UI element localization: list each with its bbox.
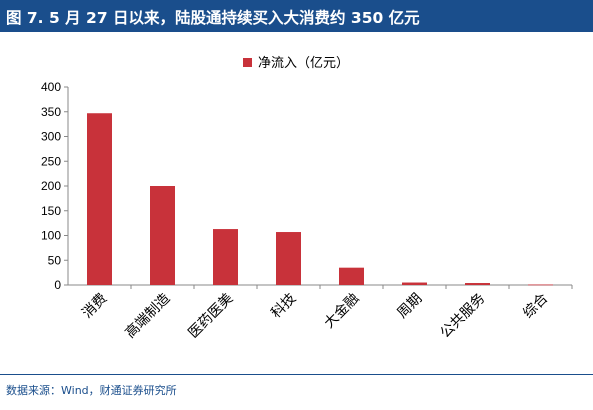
- legend-label: 净流入（亿元）: [258, 56, 349, 71]
- data-source: 数据来源：Wind，财通证券研究所: [6, 384, 177, 397]
- title-bar: 图 7. 5 月 27 日以来，陆股通持续买入大消费约 350 亿元: [0, 0, 593, 32]
- y-tick-label: 400: [41, 80, 61, 94]
- x-category-label: 消费: [79, 291, 110, 322]
- x-category-label: 大金融: [321, 291, 362, 332]
- y-tick-label: 100: [41, 229, 61, 243]
- x-category-label: 科技: [268, 291, 299, 322]
- y-tick-label: 150: [41, 204, 61, 218]
- y-tick-label: 50: [48, 253, 62, 267]
- x-category-label: 高端制造: [122, 290, 174, 342]
- x-category-label: 医药医美: [185, 291, 236, 342]
- y-tick-label: 350: [41, 105, 61, 119]
- x-category-label: 公共服务: [437, 291, 488, 342]
- legend-swatch: [243, 58, 252, 67]
- chart-title: 图 7. 5 月 27 日以来，陆股通持续买入大消费约 350 亿元: [6, 9, 420, 27]
- footer-divider: [0, 374, 593, 375]
- x-category-label: 综合: [520, 291, 551, 322]
- bar-chart: 净流入（亿元） 0 50 100 150 200 250 300 350 400 消费 高端制造 医药医…: [41, 56, 573, 342]
- y-tick-label: 200: [41, 179, 61, 193]
- x-category-label: 周期: [394, 291, 425, 322]
- bar: [150, 186, 175, 285]
- y-tick-label: 300: [41, 130, 61, 144]
- bar: [528, 284, 553, 286]
- bar: [276, 232, 301, 285]
- y-tick-label: 250: [41, 154, 61, 168]
- y-tick-label: 0: [54, 278, 61, 292]
- bar: [402, 282, 427, 285]
- bar: [213, 229, 238, 285]
- bar: [87, 113, 112, 285]
- bar: [339, 267, 364, 285]
- bar: [465, 283, 490, 285]
